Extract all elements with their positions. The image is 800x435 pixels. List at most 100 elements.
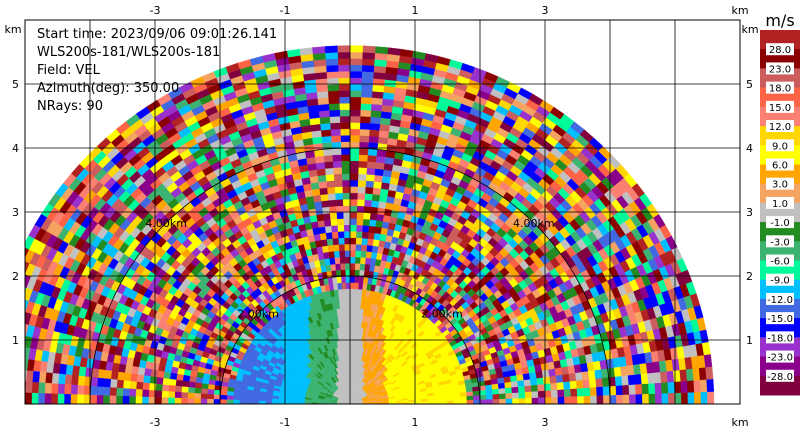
- velocity-gate: [357, 179, 367, 188]
- velocity-gate: [536, 377, 545, 385]
- velocity-gate: [358, 147, 369, 156]
- velocity-gate: [485, 393, 494, 400]
- velocity-gate: [332, 244, 340, 252]
- velocity-gate: [542, 376, 551, 385]
- velocity-gate: [360, 103, 372, 111]
- velocity-gate: [349, 83, 362, 91]
- velocity-gate: [64, 374, 73, 386]
- velocity-gate: [453, 399, 461, 404]
- velocity-gate: [373, 174, 383, 183]
- velocity-gate: [440, 400, 448, 404]
- velocity-gate: [371, 97, 383, 106]
- velocity-gate: [642, 393, 650, 404]
- velocity-gate: [498, 387, 506, 394]
- velocity-gate: [374, 168, 384, 177]
- velocity-gate: [352, 333, 356, 341]
- velocity-gate: [337, 51, 351, 59]
- velocity-gate: [479, 399, 487, 404]
- velocity-gate: [335, 199, 344, 207]
- velocity-gate: [342, 205, 351, 213]
- velocity-gate: [361, 237, 368, 246]
- velocity-gate: [57, 383, 65, 395]
- velocity-gate: [6, 380, 13, 392]
- velocity-gate: [349, 218, 357, 226]
- velocity-gate: [342, 186, 351, 194]
- velocity-gate: [349, 160, 359, 168]
- velocity-gate: [485, 389, 493, 395]
- velocity-gate: [129, 373, 138, 383]
- velocity-gate: [369, 116, 381, 125]
- velocity-field: [0, 45, 715, 404]
- velocity-gate: [349, 154, 360, 162]
- velocity-gate: [155, 383, 163, 392]
- velocity-gate: [14, 358, 22, 370]
- velocity-gate: [511, 392, 520, 399]
- velocity-gate: [374, 226, 382, 235]
- velocity-gate: [355, 314, 360, 322]
- velocity-gate: [371, 245, 379, 253]
- velocity-gate: [336, 218, 344, 226]
- velocity-gate: [252, 397, 260, 402]
- velocity-gate: [187, 392, 195, 399]
- velocity-gate: [356, 205, 365, 213]
- velocity-gate: [220, 390, 228, 396]
- velocity-gate: [312, 52, 326, 61]
- velocity-gate: [466, 395, 474, 401]
- velocity-gate: [340, 269, 346, 277]
- velocity-gate: [356, 199, 365, 207]
- velocity-gate: [129, 381, 137, 390]
- velocity-gate: [447, 396, 455, 401]
- velocity-gate: [336, 211, 344, 220]
- velocity-gate: [13, 297, 23, 310]
- velocity-gate: [324, 45, 338, 54]
- velocity-gate: [0, 343, 4, 356]
- velocity-gate: [345, 294, 351, 302]
- velocity-gate: [349, 275, 355, 283]
- velocity-gate: [368, 225, 376, 234]
- velocity-gate: [334, 192, 343, 200]
- velocity-gate: [314, 155, 325, 164]
- velocity-gate: [353, 288, 359, 296]
- velocity-gate: [323, 161, 334, 169]
- velocity-gate: [349, 58, 363, 66]
- velocity-gate: [581, 370, 590, 381]
- velocity-gate: [323, 154, 334, 163]
- velocity-gate: [169, 372, 178, 381]
- velocity-gate: [349, 51, 363, 59]
- velocity-gate: [321, 206, 330, 215]
- velocity-gate: [175, 379, 183, 387]
- velocity-gate: [569, 380, 578, 390]
- velocity-gate: [6, 295, 16, 309]
- velocity-gate: [51, 372, 60, 385]
- velocity-gate: [345, 282, 351, 290]
- velocity-gate: [339, 256, 346, 264]
- velocity-gate: [0, 380, 6, 392]
- velocity-gate: [25, 370, 34, 383]
- velocity-gate: [349, 173, 359, 181]
- velocity-gate: [361, 64, 375, 73]
- velocity-gate: [557, 396, 565, 404]
- velocity-gate: [635, 383, 643, 395]
- velocity-gate: [70, 384, 78, 395]
- velocity-gate: [343, 224, 351, 232]
- velocity-gate: [555, 374, 564, 383]
- velocity-gate: [596, 395, 604, 404]
- velocity-gate: [32, 370, 40, 383]
- velocity-gate: [337, 231, 345, 239]
- velocity-gate: [587, 369, 596, 380]
- velocity-gate: [472, 394, 481, 401]
- velocity-gate: [615, 384, 624, 396]
- velocity-gate: [320, 200, 330, 208]
- velocity-gate: [326, 186, 336, 195]
- velocity-gate: [349, 256, 356, 264]
- velocity-gate: [492, 398, 500, 404]
- velocity-gate: [31, 381, 40, 394]
- velocity-gate: [352, 314, 357, 322]
- velocity-gate: [355, 224, 363, 232]
- velocity-gate: [550, 382, 558, 391]
- velocity-gate: [512, 397, 520, 404]
- velocity-gate: [317, 103, 330, 112]
- velocity-gate: [374, 52, 388, 61]
- velocity-gate: [486, 398, 494, 404]
- velocity-gate: [349, 70, 363, 79]
